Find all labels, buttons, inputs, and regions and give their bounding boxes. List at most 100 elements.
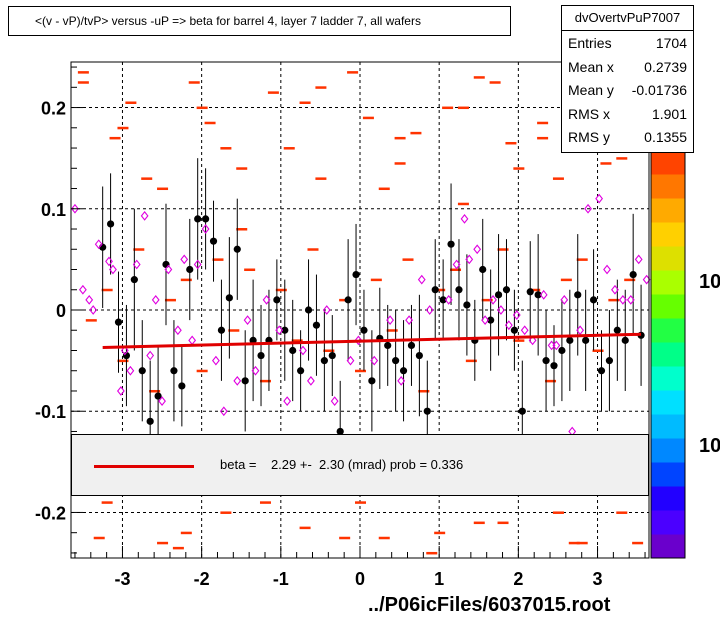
hist-cell [291, 339, 303, 342]
profile-point [273, 296, 281, 304]
hist-cell [378, 187, 390, 191]
profile-point [209, 237, 218, 245]
magenta-marker [552, 340, 561, 351]
profile-point [186, 265, 194, 274]
profile-point [574, 291, 582, 299]
hist-cell [576, 258, 588, 261]
palette-cell [651, 462, 685, 487]
magenta-marker [299, 345, 307, 356]
magenta-marker [560, 294, 569, 305]
hist-cell [418, 389, 430, 393]
magenta-marker [193, 259, 202, 270]
magenta-marker [78, 284, 87, 295]
profile-point [304, 306, 313, 314]
magenta-marker [452, 259, 461, 270]
hist-cell [513, 339, 525, 342]
magenta-marker [307, 375, 315, 386]
magenta-marker [481, 315, 490, 326]
profile-point [194, 215, 202, 223]
hist-cell [228, 329, 240, 332]
profile-point [368, 377, 376, 385]
hist-cell [457, 202, 469, 206]
magenta-marker [576, 325, 585, 336]
hist-cell [576, 541, 588, 545]
hist-cell [608, 298, 620, 302]
hist-cell [616, 157, 628, 160]
fit-legend-line [94, 465, 194, 468]
hist-cell [307, 248, 319, 251]
magenta-marker [233, 375, 242, 386]
magenta-marker [201, 224, 210, 234]
profile-point [146, 417, 154, 425]
hist-cell [355, 501, 366, 504]
profile-point [217, 326, 226, 334]
hist-cell [426, 551, 438, 555]
hist-cell [434, 288, 446, 292]
hist-cell [283, 147, 295, 150]
profile-point [130, 276, 138, 284]
stat-label: Entries [568, 35, 612, 51]
z-axis-label: 10 [699, 435, 720, 457]
hist-cell [394, 162, 406, 165]
profile-point [582, 336, 590, 344]
hist-cell [481, 298, 493, 302]
magenta-marker [173, 325, 182, 336]
profile-point [550, 362, 558, 370]
magenta-marker [164, 264, 173, 275]
profile-point [392, 357, 400, 365]
stat-label: RMS y [568, 129, 610, 145]
profile-point [138, 367, 146, 375]
profile-point [289, 346, 297, 355]
hist-cell [489, 81, 501, 84]
profile-point [352, 270, 360, 279]
hist-cell [600, 162, 612, 165]
profile-point [502, 286, 511, 294]
magenta-marker [105, 256, 113, 267]
magenta-marker [116, 386, 125, 396]
stats-title: dvOvertvPuP7007 [562, 6, 693, 31]
y-tick-label: -0.2 [35, 503, 66, 523]
chart-title: <(v - vP)/tvP> versus -uP => beta for ba… [8, 6, 511, 36]
hist-cell [164, 298, 176, 302]
magenta-marker [386, 315, 394, 326]
stat-value: -0.01736 [631, 82, 687, 98]
magenta-marker [603, 264, 611, 275]
palette-cell [651, 366, 685, 391]
profile-point [312, 321, 321, 329]
hist-cell [624, 278, 636, 282]
hist-cell [117, 359, 129, 363]
profile-point [202, 215, 210, 223]
profile-point [605, 357, 614, 365]
magenta-marker [211, 355, 220, 366]
profile-point [510, 326, 518, 334]
hist-cell [236, 167, 248, 170]
stat-row-entries: Entries 1704 [562, 31, 693, 55]
profile-point [423, 407, 431, 415]
magenta-marker [283, 396, 292, 406]
magenta-marker [126, 365, 135, 376]
profile-point [455, 286, 463, 294]
profile-point [415, 351, 423, 360]
stat-value: 1704 [655, 35, 687, 51]
hist-cell [204, 121, 216, 125]
hist-cell [473, 521, 485, 525]
profile-point [479, 265, 487, 274]
hist-cell [315, 86, 327, 89]
hist-cell [568, 541, 580, 545]
hist-cell [259, 379, 271, 383]
magenta-marker [520, 325, 529, 336]
palette-cell [651, 510, 685, 535]
hist-cell [93, 536, 105, 540]
hist-cell [157, 541, 169, 545]
profile-point [384, 341, 392, 350]
hist-cell [434, 531, 446, 535]
profile-point [114, 318, 123, 326]
hist-cell [157, 187, 169, 191]
hist-cell [299, 101, 311, 104]
hist-cell [537, 136, 549, 140]
hist-cell [125, 101, 137, 104]
profile-point [344, 296, 352, 304]
stat-row-mean-x: Mean x 0.2739 [562, 55, 693, 79]
z-axis-label: 10 [699, 271, 720, 293]
magenta-marker [626, 294, 635, 305]
